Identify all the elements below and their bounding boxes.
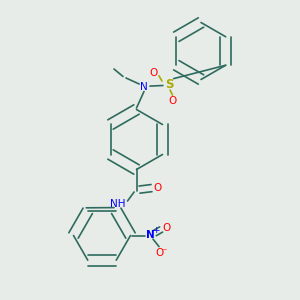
Text: S: S — [165, 77, 174, 91]
Text: O: O — [153, 183, 162, 193]
Text: O: O — [149, 68, 157, 79]
Text: ⁻: ⁻ — [162, 248, 167, 258]
Text: N: N — [140, 82, 148, 92]
Text: O: O — [155, 248, 163, 259]
Text: N: N — [146, 230, 154, 241]
Text: +: + — [152, 226, 159, 235]
Text: NH: NH — [110, 199, 125, 209]
Text: O: O — [168, 95, 177, 106]
Text: O: O — [162, 223, 171, 233]
